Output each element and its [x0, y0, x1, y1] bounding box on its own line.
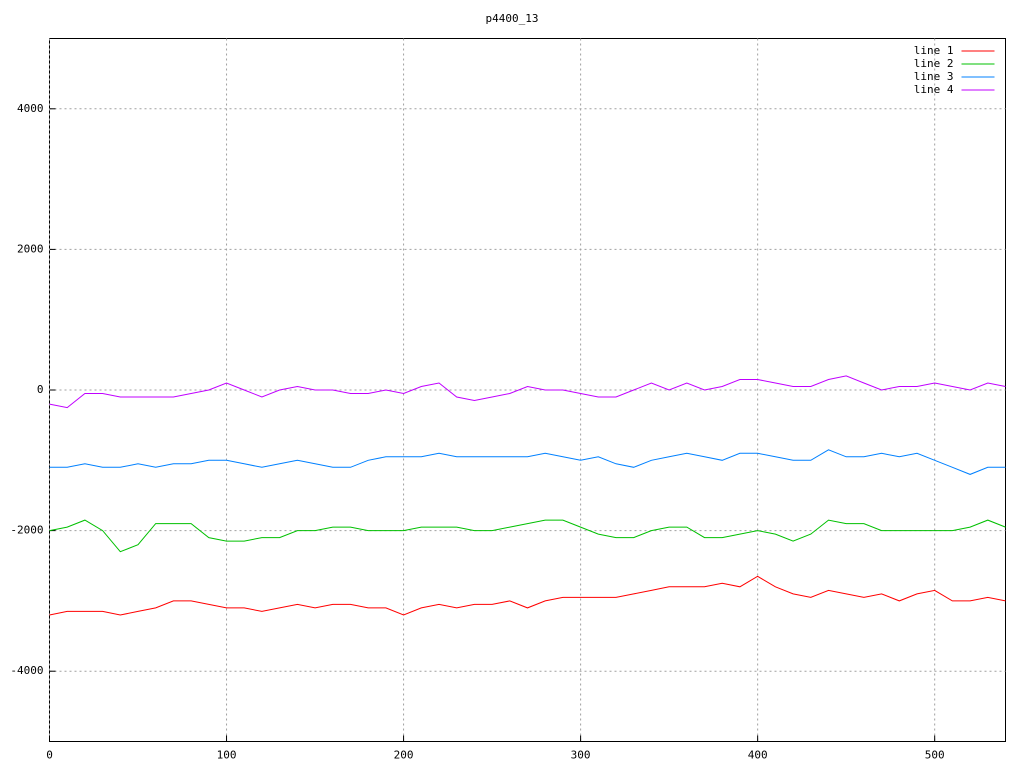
y-tick-label: -2000 [10, 524, 43, 537]
x-tick-label: 300 [571, 749, 591, 762]
legend-label: line 4 [914, 83, 954, 96]
legend-label: line 1 [914, 44, 954, 57]
legend-label: line 2 [914, 57, 954, 70]
data-line [49, 375, 1006, 409]
x-tick-label: 0 [46, 749, 53, 762]
y-tick-label: -4000 [10, 664, 43, 677]
plot-frame [49, 38, 1006, 742]
data-line [49, 575, 1006, 616]
x-tick-label: 200 [394, 749, 414, 762]
y-tick-label: 4000 [17, 102, 44, 115]
data-line [49, 449, 1006, 475]
chart-title: p4400_13 [486, 12, 539, 25]
legend-label: line 3 [914, 70, 954, 83]
y-tick-label: 0 [37, 383, 44, 396]
x-tick-label: 500 [925, 749, 945, 762]
data-line [49, 519, 1006, 553]
y-tick-label: 2000 [17, 242, 44, 255]
x-tick-label: 400 [748, 749, 768, 762]
x-tick-label: 100 [217, 749, 237, 762]
